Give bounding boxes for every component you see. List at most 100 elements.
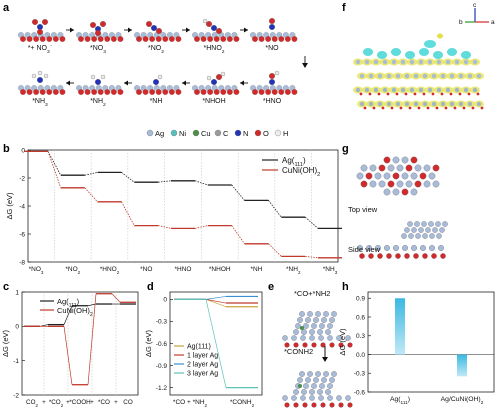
- pathway-step-label: *NH2: [90, 98, 106, 108]
- view-atom: [421, 221, 427, 227]
- x-tick-label: *NH3: [323, 266, 338, 275]
- view-atom: [331, 371, 337, 377]
- adsorbate-atom: [269, 24, 275, 30]
- view-atom: [365, 172, 373, 180]
- chart-b: 0 -2 -4 -6 -8 *NO3 *NO2 *HNO2 *NO *HNO *NHOH *NH *NH…: [5, 147, 342, 275]
- view-atom: [284, 402, 290, 408]
- view-atom: [336, 335, 342, 341]
- view-atom: [432, 227, 438, 233]
- view-atom: [429, 245, 435, 251]
- view-atom: [317, 389, 323, 395]
- energy-connector: [63, 326, 73, 385]
- slab-atom: [252, 89, 258, 95]
- slab-atom: [136, 36, 142, 42]
- slab-atom: [252, 36, 258, 42]
- slab-atom: [78, 89, 84, 95]
- y-tick-label: -0.6: [354, 389, 366, 396]
- lattice-atom: [386, 73, 392, 79]
- y-tick-label: -2: [19, 175, 25, 182]
- lattice-atom: [467, 92, 471, 96]
- legend-atom-swatch: [274, 129, 282, 137]
- view-atom: [318, 335, 324, 341]
- axis-triad: c b a: [459, 2, 495, 26]
- slab-atom: [97, 89, 104, 95]
- y-axis-label: ΔG (eV): [338, 328, 347, 356]
- x-tick-label: *COOH: [69, 399, 91, 406]
- view-atom: [282, 395, 288, 401]
- legend-label: Ag(111): [57, 297, 80, 309]
- y-tick-label: 0: [15, 324, 19, 331]
- lattice-atom: [454, 87, 460, 93]
- view-atom: [356, 172, 364, 180]
- view-atom: [392, 188, 400, 196]
- view-atom: [293, 389, 299, 395]
- lattice-atom: [399, 106, 403, 110]
- pathway-step-structure: *+ NO3⁻: [18, 19, 66, 55]
- view-atom: [439, 227, 445, 233]
- slab-atom: [200, 89, 207, 95]
- view-atom: [311, 342, 317, 348]
- energy-connector: [47, 151, 62, 188]
- view-atom: [311, 383, 317, 389]
- lattice-atom: [391, 87, 397, 93]
- view-atom: [423, 180, 431, 188]
- pathway-step-structure: *NH: [134, 74, 182, 105]
- view-atom: [435, 221, 441, 227]
- energy-connector: [231, 225, 245, 245]
- view-atom: [432, 180, 440, 188]
- lattice-atom: [373, 59, 379, 65]
- view-atom: [309, 389, 315, 395]
- x-separator-label: +: [42, 399, 46, 406]
- view-atom: [414, 164, 422, 172]
- adsorbate-atom: [216, 74, 222, 80]
- view-atom: [383, 188, 391, 196]
- view-atom: [293, 342, 299, 348]
- adsorbate-atom: [42, 19, 48, 25]
- view-atom: [319, 323, 325, 329]
- structure-co-nh2: [282, 311, 353, 348]
- adsorbate-atom: [300, 326, 304, 330]
- energy-connector: [87, 293, 97, 385]
- legend-atom-label: Ni: [179, 129, 186, 138]
- energy-connector: [194, 180, 208, 186]
- x-tick-label: *NH2: [286, 266, 301, 275]
- lattice-atom: [408, 106, 412, 110]
- view-atom: [338, 342, 344, 348]
- slab-atom: [117, 36, 124, 42]
- pathway-step-label: *+ NO3⁻: [28, 45, 53, 55]
- legend-atom-swatch: [146, 129, 154, 137]
- view-atom: [313, 377, 319, 383]
- lattice-atom: [440, 92, 444, 96]
- slab-atom: [291, 89, 298, 95]
- view-atom: [378, 164, 386, 172]
- lattice-atom: [476, 92, 480, 96]
- view-atom: [329, 377, 335, 383]
- legend-label: Ag(111): [282, 156, 306, 168]
- slab-atom: [84, 36, 91, 42]
- legend-label: 2 layer Ag: [187, 362, 218, 369]
- slab-atom: [207, 89, 214, 95]
- slab-atom: [110, 36, 117, 42]
- lattice-atom: [436, 59, 442, 65]
- view-atom: [360, 180, 368, 188]
- view-atom: [295, 323, 301, 329]
- view-atom: [383, 156, 391, 164]
- view-atom: [436, 233, 442, 239]
- lattice-atom: [462, 106, 466, 110]
- slab-atom: [78, 36, 84, 42]
- view-atom: [291, 335, 297, 341]
- energy-connector: [268, 243, 282, 257]
- lattice-atom: [382, 87, 388, 93]
- slab-atom: [59, 36, 66, 42]
- lattice-atom: [453, 106, 457, 110]
- y-tick-label: -1.2: [156, 385, 168, 392]
- slab-atom: [168, 36, 175, 42]
- lattice-atom: [445, 87, 451, 93]
- slab-atom: [97, 36, 104, 42]
- energy-connector: [47, 151, 62, 176]
- slab-atom: [110, 89, 117, 95]
- view-atom: [410, 172, 418, 180]
- lattice-atom: [359, 92, 363, 96]
- isosurface-blob: [447, 48, 457, 56]
- slab-atom: [168, 89, 175, 95]
